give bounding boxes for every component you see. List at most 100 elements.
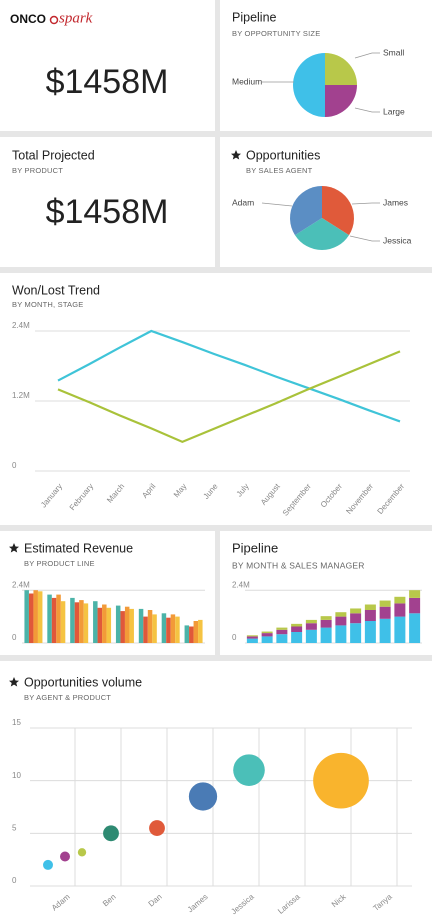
brand-onco: ONCO [10,12,46,26]
bar-segment [364,621,376,643]
bar [93,601,98,643]
bar [129,608,134,643]
leader-line [354,107,380,113]
bar [161,613,167,643]
bar-segment [305,623,317,630]
bar-segment [394,616,406,643]
bar [124,606,130,643]
y-tick-label: 0 [232,633,237,642]
kpi-subtitle: BY PRODUCT [12,166,63,175]
y-tick-label: 2.4M [12,321,30,330]
bar-segment [276,627,288,630]
bar [56,594,61,643]
bar-segment [246,638,258,643]
bar-segment [350,608,362,614]
bar [28,593,34,643]
bar-segment [350,613,362,624]
y-tick-label: 1.2M [12,391,30,400]
bar-segment [320,616,332,620]
chart-title: Opportunities volume [24,675,142,689]
y-tick-label: 0 [12,461,17,470]
pie-slice [322,186,354,236]
bar [60,601,66,643]
chart-subtitle: BY MONTH & SALES MANAGER [232,560,365,570]
pie-slice [325,53,357,85]
bar [24,590,29,643]
leader-line [349,235,380,242]
slice-label: Medium [232,76,262,86]
kpi-value: $1458M [46,63,169,101]
bar-segment [379,618,391,643]
pie-slice [294,218,350,250]
pie-slice [325,85,357,117]
bubble [103,825,119,842]
pie-slice [290,186,322,236]
y-tick-label: 5 [12,823,17,832]
bar [166,617,171,643]
bar [79,600,84,643]
bar [198,619,203,643]
slice-label: Adam [232,197,254,207]
line-series [57,329,401,423]
chart-subtitle: BY SALES AGENT [246,166,313,175]
bar-segment [261,631,273,634]
slice-label: Large [383,106,405,116]
bar [83,603,89,643]
bar-segment [379,600,391,607]
bar-segment [276,634,288,643]
star-icon [231,150,241,160]
bar [115,605,121,643]
y-tick-label: 2.4M [232,580,250,589]
bar-segment [409,613,421,643]
bar [51,597,57,643]
chart-title: Opportunities [246,148,320,162]
bar [138,608,144,643]
y-tick-label: 15 [12,718,21,727]
bar-segment [305,619,317,624]
card [0,137,215,267]
bar-segment [335,612,347,617]
bar-segment [409,597,421,614]
bar [47,594,52,643]
leader-line [261,202,293,207]
bar-segment [394,596,406,604]
chart-title: Won/Lost Trend [12,283,100,297]
bar-segment [379,606,391,619]
bar-segment [246,636,258,639]
chart-title: Pipeline [232,540,278,555]
leader-line [351,202,380,205]
chart-subtitle: BY MONTH, STAGE [12,300,83,309]
bar-segment [246,635,258,637]
bubble [188,782,218,811]
bar-segment [261,636,273,643]
y-tick-label: 10 [12,771,21,780]
brand-dot [49,15,59,25]
star-icon [9,677,19,687]
kpi-title: Total Projected [12,148,95,162]
bubble [60,851,70,862]
bar-segment [320,619,332,628]
card [0,0,215,131]
bar-segment [335,625,347,643]
bar-segment [291,626,303,632]
bar-segment [364,604,376,610]
bubble [149,820,165,836]
bubble [43,859,53,870]
y-tick-label: 0 [12,876,17,885]
kpi-value: $1458M [46,193,169,231]
bar-segment [335,616,347,626]
chart-title: Estimated Revenue [24,541,133,555]
bar [193,621,199,643]
line-series [57,350,401,444]
bar-segment [291,632,303,643]
star-icon [9,543,19,553]
leader-line [354,52,380,59]
slice-label: Small [383,47,404,57]
bar [120,611,125,643]
bar [37,591,43,643]
bar-segment [320,627,332,643]
y-tick-label: 0 [12,633,17,642]
bar [70,597,75,643]
